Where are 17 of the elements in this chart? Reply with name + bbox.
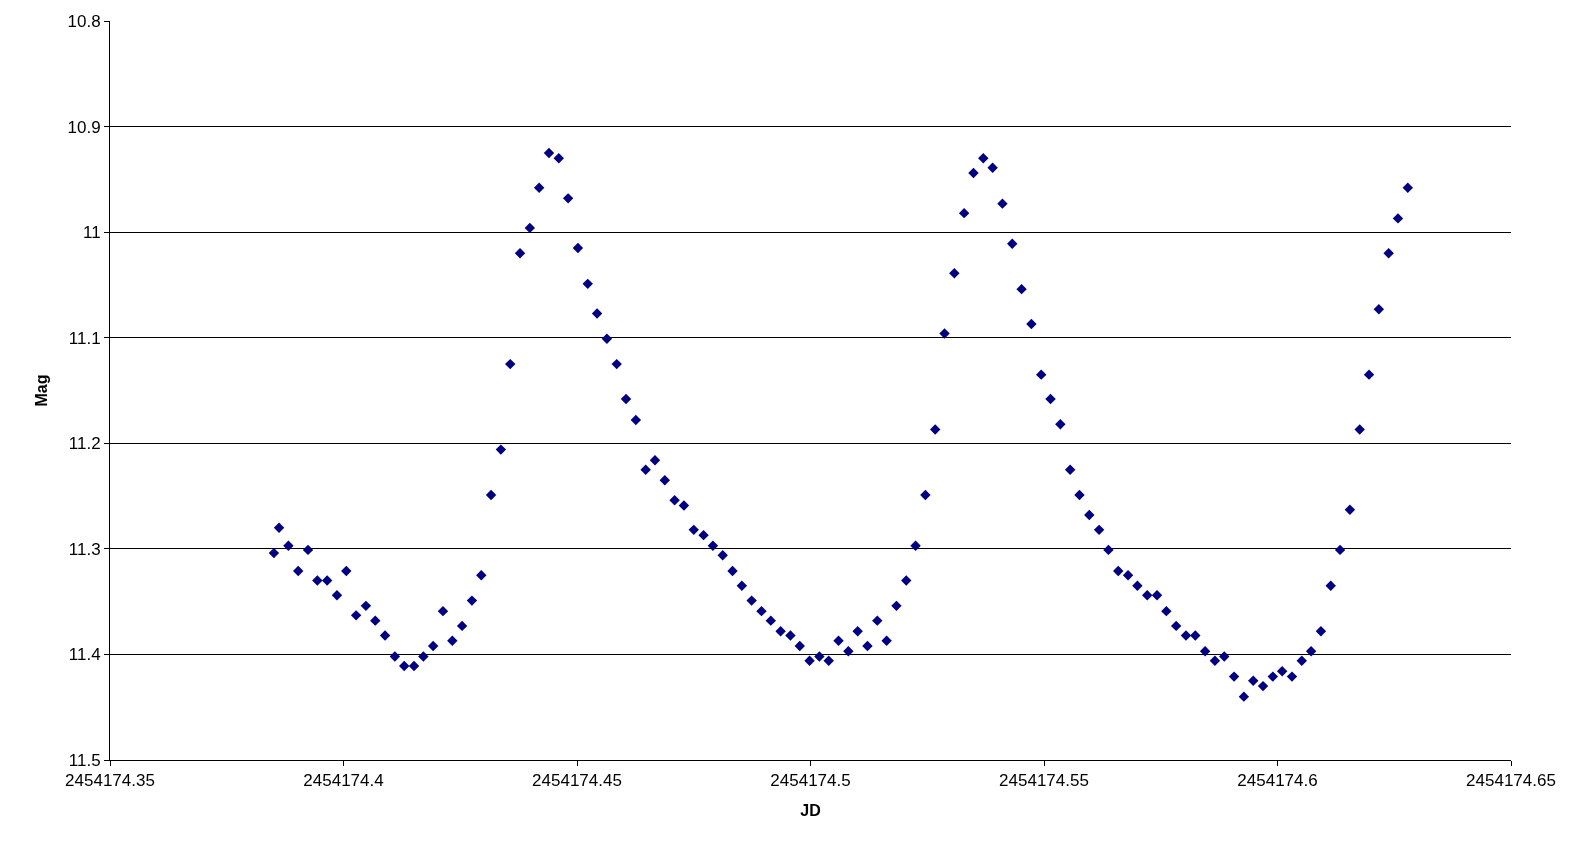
y-axis-title: Mag [33,374,51,407]
y-tick-label: 11.1 [68,328,101,348]
x-axis-title: JD [800,802,821,820]
x-tick-label: 2454174.35 [65,771,155,791]
y-tick-label: 11.5 [68,750,101,770]
y-tick-label: 10.8 [67,11,101,31]
x-tick-label: 2454174.4 [303,771,384,791]
y-tick-label: 11.3 [68,539,101,559]
x-tick-label: 2454174.65 [1466,771,1556,791]
y-tick-label: 11.4 [68,645,101,665]
x-tick-label: 2454174.45 [532,771,622,791]
y-tick-label: 11 [82,223,101,243]
y-tick-label: 10.9 [67,117,101,137]
x-tick-label: 2454174.6 [1237,771,1318,791]
y-tick-label: 11.2 [68,434,101,454]
x-tick-label: 2454174.55 [999,771,1089,791]
x-tick-label: 2454174.5 [770,771,851,791]
